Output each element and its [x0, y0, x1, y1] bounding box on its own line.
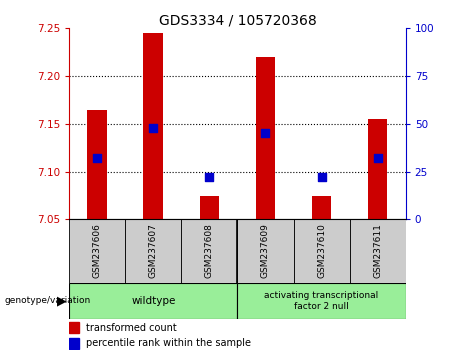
Bar — [294, 219, 349, 283]
Bar — [69, 219, 125, 283]
Text: activating transcriptional
factor 2 null: activating transcriptional factor 2 null — [265, 291, 378, 310]
Text: GSM237607: GSM237607 — [149, 223, 158, 278]
Text: transformed count: transformed count — [86, 322, 177, 332]
Bar — [349, 219, 406, 283]
Text: GSM237609: GSM237609 — [261, 223, 270, 278]
Point — [262, 131, 269, 136]
FancyBboxPatch shape — [69, 283, 237, 319]
Text: ▶: ▶ — [57, 295, 67, 307]
Bar — [368, 119, 387, 219]
Point — [318, 175, 325, 180]
FancyBboxPatch shape — [237, 283, 406, 319]
Bar — [256, 57, 275, 219]
Point — [374, 155, 381, 161]
Point — [149, 125, 157, 131]
Bar — [181, 219, 237, 283]
Text: GSM237606: GSM237606 — [93, 223, 102, 278]
Text: percentile rank within the sample: percentile rank within the sample — [86, 338, 251, 348]
Bar — [312, 195, 331, 219]
Text: GSM237608: GSM237608 — [205, 223, 214, 278]
Text: genotype/variation: genotype/variation — [5, 296, 91, 306]
Title: GDS3334 / 105720368: GDS3334 / 105720368 — [159, 13, 316, 27]
Bar — [200, 195, 219, 219]
Point — [94, 155, 101, 161]
Text: GSM237610: GSM237610 — [317, 223, 326, 278]
Text: GSM237611: GSM237611 — [373, 223, 382, 278]
Text: wildtype: wildtype — [131, 296, 176, 306]
Point — [206, 175, 213, 180]
Bar — [69, 338, 79, 349]
Bar — [88, 109, 107, 219]
Bar — [125, 219, 181, 283]
Bar — [69, 322, 79, 333]
Bar — [143, 33, 163, 219]
Bar — [237, 219, 294, 283]
